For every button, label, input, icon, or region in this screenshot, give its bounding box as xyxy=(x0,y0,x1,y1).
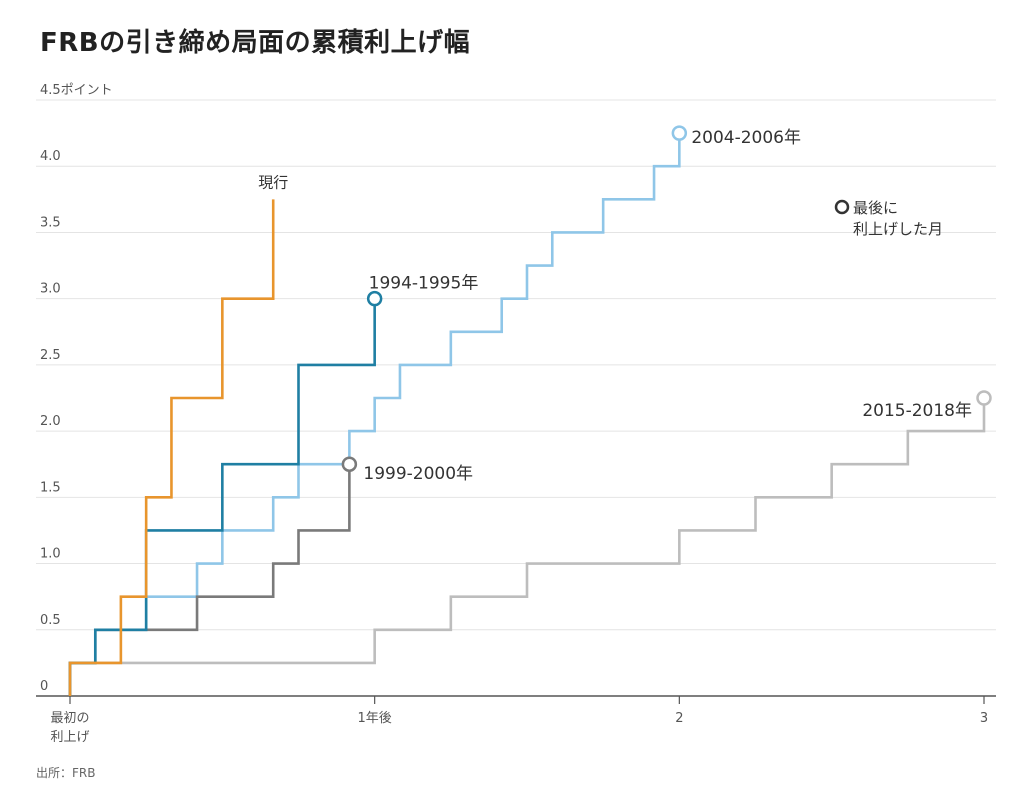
y-tick-label: 2.0 xyxy=(40,414,61,429)
series-end-marker xyxy=(366,290,383,307)
x-tick-label: 利上げ xyxy=(50,730,89,745)
y-tick-label: 2.5 xyxy=(40,348,61,363)
y-tick-label: 0.5 xyxy=(40,613,61,628)
series-label: 2004-2006年 xyxy=(691,128,801,148)
y-tick-label: 3.5 xyxy=(40,215,61,230)
series-end-marker xyxy=(976,390,992,406)
y-tick-label: 0 xyxy=(40,679,48,694)
series-label: 2015-2018年 xyxy=(862,401,972,421)
series-label: 現行 xyxy=(258,173,288,191)
legend-label: 利上げした月 xyxy=(853,220,943,238)
series-line xyxy=(68,133,681,696)
series-line xyxy=(68,464,351,696)
series-group xyxy=(68,125,992,696)
series-line xyxy=(68,199,275,696)
x-tick-label: 最初の xyxy=(50,711,89,726)
y-tick-label: 3.0 xyxy=(40,282,61,297)
series-label: 1994-1995年 xyxy=(369,274,479,294)
y-tick-label: 4.5ポイント xyxy=(40,83,113,98)
x-tick-label: 2 xyxy=(675,711,683,726)
source-note: 出所：FRB xyxy=(36,766,96,780)
chart-title: FRBの引き締め局面の累積利上げ幅 xyxy=(40,28,471,58)
legend-label: 最後に xyxy=(853,199,898,217)
y-tick-label: 1.5 xyxy=(40,480,61,495)
y-tick-label: 1.0 xyxy=(40,547,61,562)
series-end-marker xyxy=(671,125,688,141)
series-line xyxy=(68,398,986,696)
legend-marker xyxy=(834,199,850,215)
x-tick-label: 3 xyxy=(980,711,988,726)
annotations: 2015-2018年 2004-2006年 1999-2000年 1994-1995年… xyxy=(258,128,972,484)
series-end-marker xyxy=(341,456,358,472)
x-tick-label: 1年後 xyxy=(358,711,392,726)
grid-lines: 0 0.5 1.0 1.5 2.0 2.5 3.0 3.5 4.0 4.5ポイント xyxy=(36,83,996,694)
series-label: 1999-2000年 xyxy=(363,464,473,484)
y-tick-label: 4.0 xyxy=(40,149,61,164)
